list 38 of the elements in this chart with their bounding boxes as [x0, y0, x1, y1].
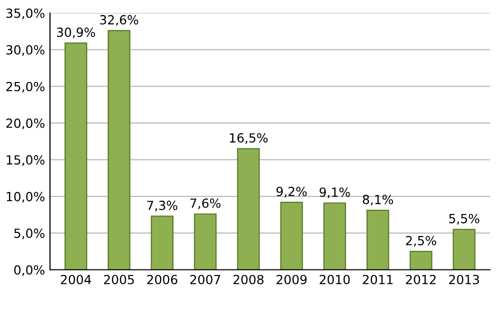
x-tick-label: 2012 [406, 274, 436, 284]
data-label: 7,6% [190, 198, 220, 210]
y-tick-label: 10,0% [6, 192, 44, 203]
bar [452, 228, 476, 270]
bar [410, 250, 432, 270]
x-tick-label: 2007 [190, 274, 220, 284]
x-tick-label: 2006 [147, 274, 178, 284]
data-label: 2,5% [406, 236, 436, 247]
bar [280, 202, 303, 270]
bar [194, 213, 217, 270]
y-tick-label: 25,0% [6, 82, 44, 93]
data-label: 9,1% [320, 187, 350, 198]
bar [150, 216, 174, 270]
y-tick-label: 15,0% [6, 155, 44, 166]
y-tick-label: 0,0% [14, 265, 44, 276]
y-tick-label: 20,0% [6, 118, 44, 130]
x-tick-label: 2010 [320, 274, 350, 284]
data-label: 9,2% [276, 186, 307, 198]
x-tick-label: 2011 [362, 274, 393, 284]
bar [237, 148, 260, 270]
x-tick-label: 2005 [104, 274, 134, 284]
x-tick-label: 2004 [60, 274, 92, 284]
x-tick-label: 2008 [233, 274, 264, 284]
bar [64, 42, 88, 270]
x-tick-label: 2009 [276, 274, 307, 284]
bar [108, 30, 130, 270]
data-label: 7,3% [147, 200, 178, 212]
data-label: 16,5% [230, 133, 268, 144]
x-tick-label: 2013 [449, 274, 480, 284]
data-label: 8,1% [362, 194, 394, 206]
data-label: 5,5% [449, 214, 480, 225]
y-tick-label: 35,0% [6, 8, 44, 20]
bar [366, 210, 390, 270]
bar [323, 202, 346, 270]
data-label: 30,9% [56, 28, 96, 38]
data-label: 32,6% [100, 15, 138, 26]
y-tick-label: 30,0% [6, 45, 44, 56]
y-tick-label: 5,0% [14, 228, 44, 240]
